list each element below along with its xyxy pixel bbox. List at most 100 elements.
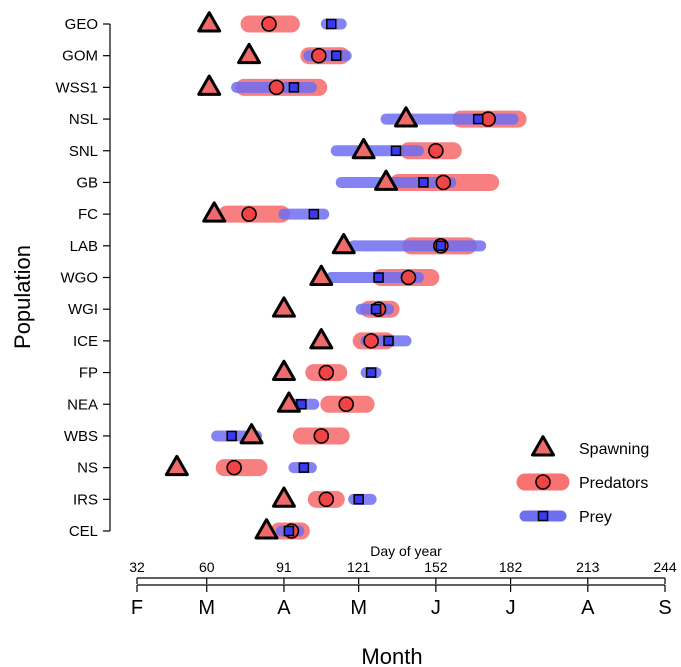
population-row-ns: [164, 454, 317, 477]
plot-area: [164, 11, 527, 540]
y-tick-label: LAB: [70, 238, 98, 255]
population-row-nea: [276, 391, 375, 413]
y-tick-label: NEA: [67, 396, 98, 413]
prey-peak-marker: [308, 208, 320, 220]
population-row-fp: [271, 359, 382, 382]
legend-entry-spawning: Spawning: [531, 435, 649, 458]
day-tick-label: 244: [653, 559, 677, 575]
legend-spawning-swatch: [531, 435, 555, 457]
y-tick-label: WSS1: [55, 79, 98, 96]
population-row-lab: [331, 232, 487, 255]
legend-prey-marker-swatch: [537, 510, 549, 522]
population-row-wss1: [197, 74, 328, 96]
month-tick-label: A: [277, 597, 291, 619]
spawning-marker: [202, 201, 227, 223]
population-row-nsl: [380, 106, 527, 128]
legend-entry-predators: Predators: [516, 473, 648, 492]
prey-peak-marker: [383, 335, 394, 347]
predators-peak-marker: [226, 459, 242, 476]
prey-peak-marker: [283, 525, 295, 537]
y-tick-label: FP: [79, 365, 98, 382]
population-row-wbs: [211, 423, 350, 445]
population-row-wgo: [309, 264, 440, 286]
x-axis-title: Month: [361, 644, 422, 667]
predators-peak-marker: [338, 396, 355, 413]
spawning-marker: [197, 11, 222, 33]
prey-peak-marker: [390, 145, 402, 156]
predators-peak-marker: [428, 142, 444, 159]
predators-peak-marker: [241, 206, 257, 222]
spawning-marker: [276, 391, 301, 413]
y-tick-label: IRS: [73, 491, 98, 508]
population-row-irs: [271, 486, 377, 508]
predators-peak-marker: [318, 364, 335, 381]
prey-peak-marker: [370, 303, 382, 315]
predators-peak-marker: [268, 79, 285, 96]
y-tick-label: GEO: [65, 16, 98, 33]
y-tick-label: NS: [77, 460, 98, 477]
day-tick-label: 91: [276, 559, 292, 575]
spawning-marker: [271, 296, 296, 318]
y-tick-label: GB: [76, 174, 98, 191]
prey-peak-marker: [435, 240, 447, 252]
spawning-marker: [309, 264, 334, 286]
y-tick-label: WGI: [68, 301, 98, 318]
day-of-year-axis-title: Day of year: [370, 543, 442, 559]
prey-peak-marker: [326, 18, 337, 30]
spawning-marker: [309, 328, 334, 350]
y-tick-label: ICE: [73, 333, 98, 350]
prey-peak-marker: [353, 494, 364, 505]
predators-peak-marker: [261, 16, 277, 32]
predators-peak-marker: [313, 428, 330, 444]
predators-peak-marker: [311, 47, 327, 64]
population-row-snl: [330, 137, 462, 160]
spawning-marker: [254, 518, 279, 540]
population-row-gb: [335, 169, 500, 191]
y-tick-label: WGO: [61, 270, 99, 287]
spawning-marker: [164, 454, 189, 477]
y-axis: GEO GOM WSS1 NSL SNL GB FC LAB WGO WGI ICE FP NEA WBS…: [55, 16, 111, 540]
predators-peak-marker: [400, 269, 417, 286]
y-tick-label: FC: [78, 206, 98, 223]
predators-peak-marker: [318, 491, 335, 508]
month-tick-label: F: [131, 597, 143, 619]
predators-peak-marker: [435, 174, 452, 191]
y-tick-label: WBS: [64, 428, 98, 445]
day-tick-label: 213: [576, 559, 600, 575]
y-axis-title: Population: [10, 245, 35, 349]
month-tick-label: A: [581, 597, 595, 619]
legend-label: Predators: [579, 475, 648, 492]
month-tick-label: J: [431, 597, 441, 619]
prey-peak-marker: [226, 430, 237, 442]
spawning-marker: [374, 169, 399, 191]
spawning-marker: [331, 232, 356, 255]
day-tick-label: 32: [129, 559, 145, 575]
population-row-fc: [202, 201, 330, 223]
spawning-marker: [239, 423, 264, 445]
y-tick-label: NSL: [69, 111, 98, 128]
predators-peak-marker: [363, 333, 379, 349]
population-row-wgi: [271, 296, 400, 318]
legend-predators-marker-swatch: [535, 474, 551, 490]
spawning-marker: [271, 486, 296, 508]
spawning-marker: [197, 74, 222, 96]
prey-peak-marker: [288, 82, 300, 93]
day-tick-label: 152: [424, 559, 448, 575]
day-tick-label: 121: [347, 559, 371, 575]
y-tick-label: SNL: [69, 143, 98, 160]
month-tick-label: J: [506, 597, 516, 619]
legend: Spawning Predators Prey: [516, 435, 649, 526]
month-tick-label: S: [658, 597, 671, 619]
legend-label: Spawning: [579, 441, 649, 458]
prey-peak-marker: [365, 367, 377, 378]
population-row-gom: [237, 42, 352, 65]
prey-peak-marker: [330, 50, 342, 61]
prey-peak-marker: [418, 177, 429, 188]
population-row-ice: [309, 328, 412, 350]
month-tick-label: M: [198, 597, 215, 619]
spawning-marker: [271, 359, 296, 382]
month-tick-label: M: [350, 597, 367, 619]
spawning-marker: [237, 42, 262, 65]
y-tick-label: CEL: [69, 523, 98, 540]
